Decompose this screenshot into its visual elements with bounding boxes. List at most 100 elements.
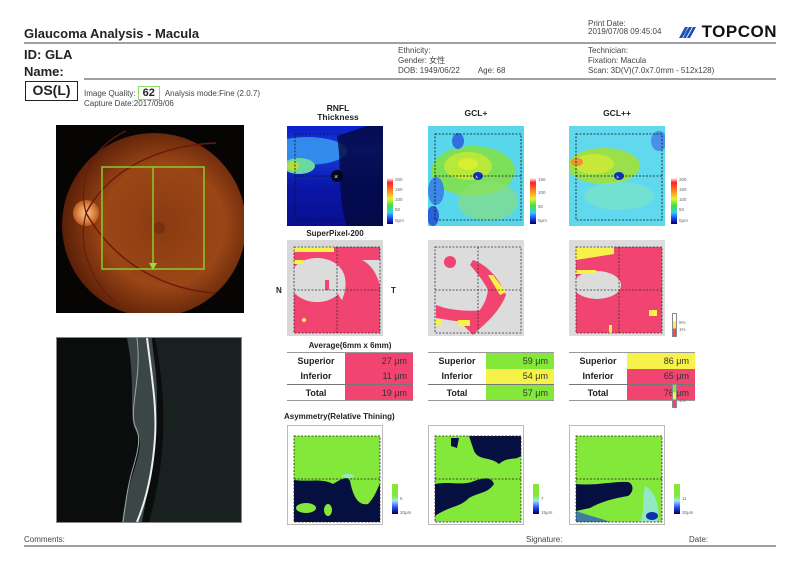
header-divider	[24, 42, 776, 44]
row-label-inferior: Inferior	[287, 368, 345, 385]
rnfl-asymmetry-scale	[392, 484, 398, 514]
rnfl-inferior-value: 11 μm	[345, 368, 413, 385]
print-date-value: 2019/07/08 09:45:04	[588, 27, 662, 36]
age: Age: 68	[477, 66, 506, 75]
rnfl-thickness-map: ×	[287, 126, 383, 226]
scale-label: 0μm	[679, 218, 688, 223]
average-legend-1pct: 1%	[679, 398, 686, 403]
row-label-superior: Superior	[569, 352, 627, 369]
fixation: Fixation: Macula	[588, 56, 647, 65]
comments-label: Comments:	[24, 535, 65, 544]
gcl-plusplus-superior-value: 86 μm	[627, 352, 695, 369]
scale-label: 50	[538, 204, 544, 209]
scale-label: 50	[679, 207, 685, 212]
gcl-plus-thickness-map: ×	[428, 126, 524, 226]
row-label-superior: Superior	[287, 352, 345, 369]
row-label-total: Total	[569, 384, 627, 401]
gcl-plusplus-asymmetry-scale	[674, 484, 680, 514]
rnfl-title-line1: RNFL	[326, 103, 350, 113]
capture-date: Capture Date:2017/09/06	[84, 99, 174, 108]
topcon-logo: TOPCON	[676, 22, 777, 42]
row-label-inferior: Inferior	[428, 368, 486, 385]
scale-label: 200	[679, 177, 687, 182]
subheader-divider	[84, 78, 776, 80]
gcl-plus-superior-value: 59 μm	[486, 352, 554, 369]
gcl-plus-asymmetry-scale	[533, 484, 539, 514]
asym-scale-label: 15μm	[541, 510, 553, 515]
topcon-logo-icon	[678, 26, 696, 38]
svg-text:×: ×	[475, 175, 479, 181]
average-legend	[672, 384, 677, 408]
temporal-label: T	[391, 286, 396, 295]
rnfl-asymmetry-frame	[287, 425, 383, 525]
rnfl-color-scale	[387, 178, 393, 224]
gcl-plus-average-table: Superior 59 μm Inferior 54 μm Total 57 μm	[428, 352, 554, 401]
date-label: Date:	[689, 535, 709, 544]
ethnicity: Ethnicity:	[398, 46, 431, 55]
footer-divider	[24, 545, 776, 547]
print-date: Print Date: 2019/07/08 09:45:04	[588, 20, 661, 36]
asym-scale-label: 20μm	[400, 510, 412, 515]
gcl-plus-asymmetry-frame	[428, 425, 524, 525]
technician: Technician:	[588, 46, 629, 55]
superpixel-legend-5pct: 5%	[679, 320, 686, 325]
gcl-plusplus-color-scale	[671, 178, 677, 224]
scale-label: 150	[538, 177, 546, 182]
rnfl-title: RNFL Thickness	[290, 104, 386, 122]
superpixel-title: SuperPixel-200	[306, 229, 364, 238]
superpixel-legend-1pct: 1%	[679, 327, 686, 332]
rnfl-average-table: Superior 27 μm Inferior 11 μm Total 19 μm	[287, 352, 413, 401]
rnfl-superpixel-map	[287, 240, 383, 336]
row-label-inferior: Inferior	[569, 368, 627, 385]
gcl-plus-total-value: 57 μm	[486, 384, 554, 401]
eye-indicator: OS(L)	[25, 81, 78, 101]
scale-label: 150	[679, 187, 687, 192]
gcl-plus-title: GCL+	[464, 108, 488, 118]
gcl-plus-color-scale	[530, 178, 536, 224]
signature-label: Signature:	[526, 535, 563, 544]
scale-label: 100	[538, 190, 546, 195]
gcl-plusplus-inferior-value: 65 μm	[627, 368, 695, 385]
patient-demographics: Ethnicity: Gender: 女性 DOB: 1949/06/22 Age…	[398, 46, 505, 76]
average-legend-5pct: 5%	[679, 391, 686, 396]
gcl-plusplus-title: GCL++	[603, 108, 631, 118]
superpixel-legend	[672, 313, 677, 337]
rnfl-title-line2: Thickness	[317, 112, 359, 122]
row-label-total: Total	[287, 384, 345, 401]
rnfl-total-value: 19 μm	[345, 384, 413, 401]
average-title: Average(6mm x 6mm)	[308, 341, 392, 350]
gcl-plus-superpixel-map	[428, 240, 524, 336]
scale-label: 100	[395, 197, 403, 202]
scale-label: 150	[395, 187, 403, 192]
image-quality-row: Image Quality: 62 Analysis mode:Fine (2.…	[84, 86, 260, 100]
print-date-label: Print Date:	[588, 19, 626, 28]
asym-scale-label: 6	[400, 496, 403, 501]
nasal-label: N	[276, 286, 282, 295]
fundus-photo	[56, 125, 246, 317]
report-title: Glaucoma Analysis - Macula	[24, 26, 200, 41]
dob: DOB: 1949/06/22	[398, 66, 460, 75]
gcl-plusplus-thickness-map: ×	[569, 126, 665, 226]
svg-text:×: ×	[334, 174, 338, 181]
gender: Gender: 女性	[398, 56, 446, 65]
scan-info: Scan: 3D(V)(7.0x7.0mm - 512x128)	[588, 66, 715, 75]
gcl-plus-scale-labels: 150 100 50 0μm	[530, 177, 550, 225]
exam-info: Technician: Fixation: Macula Scan: 3D(V)…	[588, 46, 714, 76]
row-label-total: Total	[428, 384, 486, 401]
asym-scale-label: 11	[682, 496, 687, 501]
scale-label: 0μm	[538, 218, 547, 223]
asymmetry-title: Asymmetry(Relative Thining)	[284, 412, 395, 421]
patient-id: ID: GLA	[24, 47, 73, 62]
gcl-plusplus-scale-labels: 200 150 100 50 0μm	[671, 177, 691, 225]
svg-text:×: ×	[616, 175, 620, 181]
rnfl-superior-value: 27 μm	[345, 352, 413, 369]
patient-name: Name:	[24, 64, 64, 79]
oct-bscan-image	[56, 337, 242, 523]
scale-label: 100	[679, 197, 687, 202]
row-label-superior: Superior	[428, 352, 486, 369]
gcl-plusplus-asymmetry-frame	[569, 425, 665, 525]
scale-label: 200	[395, 177, 403, 182]
rnfl-scale-labels: 200 150 100 50 0μm	[387, 177, 407, 225]
image-quality-label: Image Quality:	[84, 88, 136, 98]
gcl-plusplus-average-table: Superior 86 μm Inferior 65 μm Total 76 μm	[569, 352, 695, 401]
